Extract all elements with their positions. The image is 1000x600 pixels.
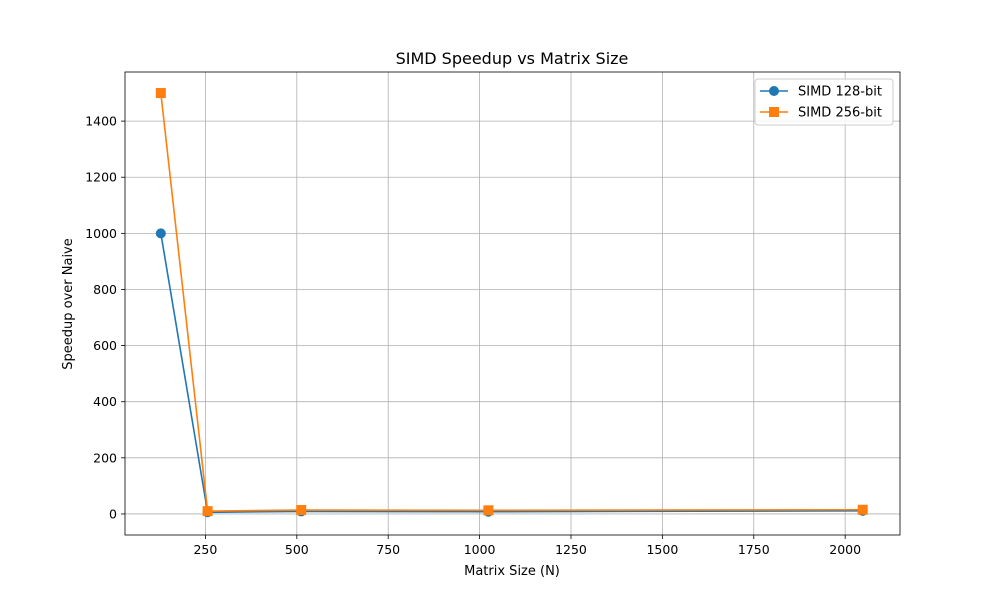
x-tick-label: 1000 xyxy=(464,542,496,557)
legend-label: SIMD 256-bit xyxy=(798,106,882,121)
y-tick-label: 200 xyxy=(93,450,117,465)
y-tick-label: 1000 xyxy=(85,226,117,241)
y-tick-label: 600 xyxy=(93,338,117,353)
legend-item: SIMD 128-bit xyxy=(760,85,882,100)
y-tick-label: 1200 xyxy=(85,170,117,185)
plot-frame xyxy=(124,71,901,536)
legend-item: SIMD 256-bit xyxy=(760,106,882,121)
series-2 xyxy=(155,88,868,517)
data-point xyxy=(857,504,868,515)
data-point xyxy=(483,505,494,516)
y-tick-label: 1400 xyxy=(85,114,117,129)
legend-label: SIMD 128-bit xyxy=(798,85,882,100)
data-point xyxy=(155,228,166,239)
x-tick-label: 750 xyxy=(376,542,400,557)
grid-lines xyxy=(125,72,900,535)
x-tick-label: 1500 xyxy=(646,542,678,557)
data-point xyxy=(202,506,213,517)
y-axis-label: Speedup over Naive xyxy=(61,238,76,370)
legend: SIMD 128-bit SIMD 256-bit xyxy=(754,78,894,126)
x-tick-label: 2000 xyxy=(829,542,861,557)
y-tick-label: 800 xyxy=(93,282,117,297)
data-point xyxy=(296,505,307,516)
x-tick-label: 1250 xyxy=(555,542,587,557)
legend-box xyxy=(754,78,894,126)
x-tick-label: 1750 xyxy=(738,542,770,557)
x-tick-label: 250 xyxy=(193,542,217,557)
legend-marker xyxy=(769,86,779,96)
legend-marker xyxy=(769,107,779,117)
y-tick-label: 0 xyxy=(109,506,117,521)
y-tick-label: 400 xyxy=(93,394,117,409)
x-tick-label: 500 xyxy=(285,542,309,557)
axes: 250 500 750 1000 1250 1500 1750 2000 0 200 400 600 8… xyxy=(85,71,901,557)
series-layer xyxy=(155,88,868,518)
data-point xyxy=(155,88,166,99)
chart-title: SIMD Speedup vs Matrix Size xyxy=(396,49,629,68)
x-axis-label: Matrix Size (N) xyxy=(464,564,560,579)
